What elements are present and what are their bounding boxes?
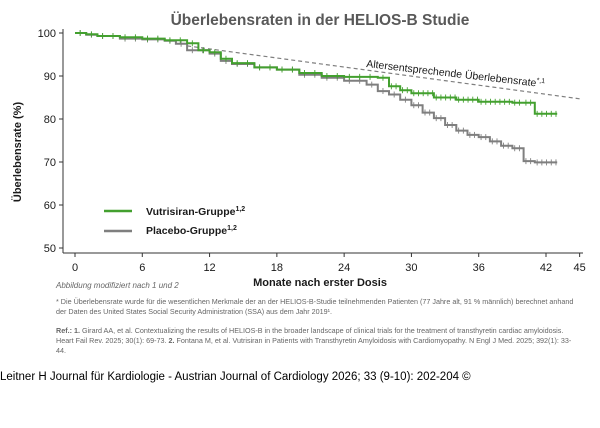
series-layer <box>75 30 580 166</box>
vutrisiran-censor-marks <box>79 30 557 117</box>
x-tick-label: 45 <box>574 262 586 274</box>
svg-text:Placebo-Gruppe1,2: Placebo-Gruppe1,2 <box>146 225 237 237</box>
y-tick-label: 60 <box>44 200 56 212</box>
age-matched-reference-reference-line <box>187 45 580 100</box>
legend-label-placebo: Placebo-Gruppe <box>146 225 227 237</box>
chart-title: Überlebensraten in der HELIOS-B Studie <box>171 12 470 29</box>
legend-label-vutrisiran: Vutrisiran-Gruppe <box>146 206 236 218</box>
placebo-survival-line <box>75 32 558 164</box>
x-tick-label: 12 <box>203 262 215 274</box>
y-tick-label: 50 <box>44 243 56 255</box>
x-tick-label: 0 <box>72 262 78 274</box>
figure-source-note: Abbildung modifiziert nach 1 und 2 <box>56 281 179 290</box>
placebo-censor-marks <box>79 30 557 166</box>
references: Ref.: 1. Girard AA, et al. Contextualizi… <box>56 326 576 356</box>
footnote: * Die Überlebensrate wurde für die wesen… <box>56 297 574 316</box>
x-tick-label: 6 <box>139 262 145 274</box>
references-label: Ref.: <box>56 326 72 335</box>
y-tick-label: 100 <box>38 28 56 40</box>
reference-line-label-sup: *,1 <box>536 77 545 85</box>
x-tick-label: 36 <box>473 262 485 274</box>
x-tick-label: 30 <box>405 262 417 274</box>
legend-sup-vutrisiran: 1,2 <box>235 206 245 213</box>
vutrisiran-survival-line <box>75 32 558 115</box>
survival-chart: Überlebensraten in der HELIOS-B Studie Ü… <box>11 12 586 289</box>
y-tick-label: 90 <box>44 71 56 83</box>
x-tick-label: 24 <box>338 262 350 274</box>
svg-text:Vutrisiran-Gruppe1,2: Vutrisiran-Gruppe1,2 <box>146 206 245 218</box>
y-tick-label: 80 <box>44 114 56 126</box>
x-tick-label: 42 <box>540 262 552 274</box>
reference-1-number: 1. <box>73 326 80 335</box>
reference-2-text: Fontana M, et al. Vutrisiran in Patients… <box>56 336 572 355</box>
x-axis-label: Monate nach erster Dosis <box>253 277 387 289</box>
journal-citation: Leitner H Journal für Kardiologie - Aust… <box>0 371 471 383</box>
y-axis-label: Überlebensrate (%) <box>11 102 24 203</box>
legend: Vutrisiran-Gruppe1,2 Placebo-Gruppe1,2 <box>104 206 245 237</box>
reference-1-text: Girard AA, et al. Contextualizing the re… <box>56 326 564 345</box>
x-tick-label: 18 <box>271 262 283 274</box>
reference-2-number: 2. <box>168 336 175 345</box>
y-tick-label: 70 <box>44 157 56 169</box>
axes: 50 60 70 80 90 100 0 6 12 18 24 30 36 42 45 <box>38 28 586 274</box>
legend-sup-placebo: 1,2 <box>227 225 237 232</box>
